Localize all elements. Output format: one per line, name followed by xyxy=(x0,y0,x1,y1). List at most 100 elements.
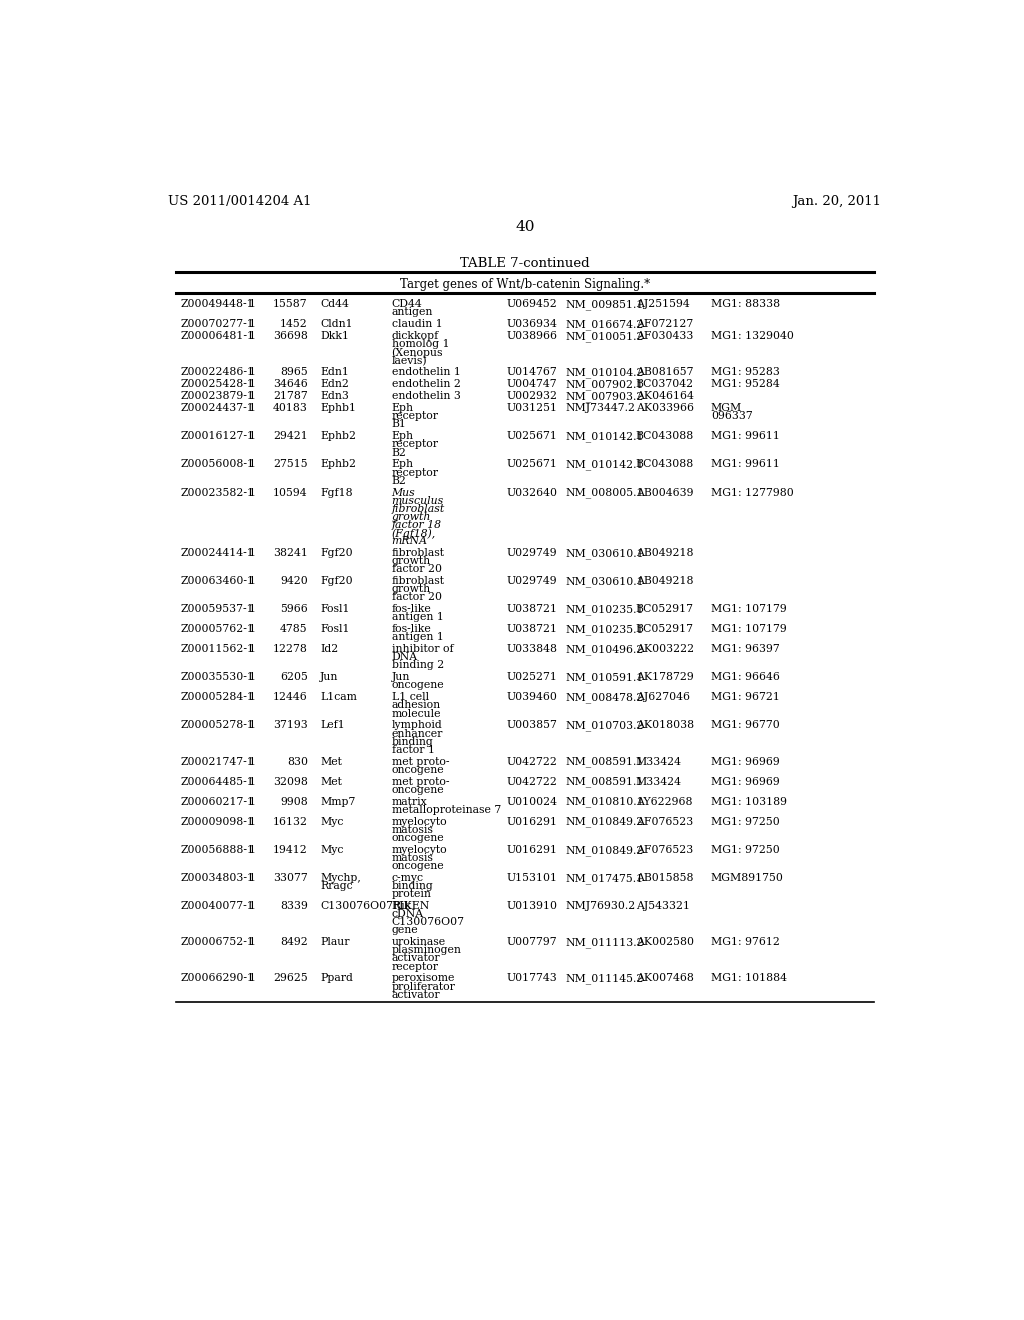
Text: NM_011145.2: NM_011145.2 xyxy=(566,973,644,985)
Text: 1: 1 xyxy=(249,331,256,342)
Text: 1: 1 xyxy=(249,379,256,389)
Text: 1: 1 xyxy=(249,487,256,498)
Text: MG1: 97612: MG1: 97612 xyxy=(711,937,779,948)
Text: MG1: 96770: MG1: 96770 xyxy=(711,721,779,730)
Text: Cd44: Cd44 xyxy=(321,300,349,309)
Text: U031251: U031251 xyxy=(506,404,557,413)
Text: NM_010496.2: NM_010496.2 xyxy=(566,644,644,655)
Text: 1452: 1452 xyxy=(280,319,308,329)
Text: 1: 1 xyxy=(249,693,256,702)
Text: growth: growth xyxy=(391,512,431,521)
Text: Z00056888-1: Z00056888-1 xyxy=(180,845,255,855)
Text: Z00022486-1: Z00022486-1 xyxy=(180,367,255,378)
Text: U153101: U153101 xyxy=(506,873,557,883)
Text: Edn3: Edn3 xyxy=(321,391,349,401)
Text: U002932: U002932 xyxy=(506,391,557,401)
Text: U003857: U003857 xyxy=(506,721,557,730)
Text: Plaur: Plaur xyxy=(321,937,350,948)
Text: laevis): laevis) xyxy=(391,355,427,366)
Text: homolog 1: homolog 1 xyxy=(391,339,450,350)
Text: Z00060217-1: Z00060217-1 xyxy=(180,797,255,807)
Text: binding: binding xyxy=(391,880,433,891)
Text: fos-like: fos-like xyxy=(391,605,431,614)
Text: Z00005762-1: Z00005762-1 xyxy=(180,624,255,634)
Text: MG1: 1277980: MG1: 1277980 xyxy=(711,487,794,498)
Text: myelocyto: myelocyto xyxy=(391,845,447,855)
Text: endothelin 3: endothelin 3 xyxy=(391,391,461,401)
Text: 1: 1 xyxy=(249,873,256,883)
Text: factor 20: factor 20 xyxy=(391,593,441,602)
Text: endothelin 2: endothelin 2 xyxy=(391,379,461,389)
Text: Edn2: Edn2 xyxy=(321,379,349,389)
Text: BC043088: BC043088 xyxy=(636,459,694,470)
Text: 21787: 21787 xyxy=(273,391,308,401)
Text: 096337: 096337 xyxy=(711,412,753,421)
Text: 1: 1 xyxy=(249,605,256,614)
Text: 1: 1 xyxy=(249,319,256,329)
Text: Met: Met xyxy=(321,776,342,787)
Text: U025671: U025671 xyxy=(506,432,557,441)
Text: AK007468: AK007468 xyxy=(636,973,693,983)
Text: Fosl1: Fosl1 xyxy=(321,605,350,614)
Text: U038721: U038721 xyxy=(506,624,557,634)
Text: claudin 1: claudin 1 xyxy=(391,319,442,329)
Text: 1: 1 xyxy=(249,576,256,586)
Text: factor 1: factor 1 xyxy=(391,744,434,755)
Text: Eph: Eph xyxy=(391,459,414,470)
Text: Mus: Mus xyxy=(391,487,416,498)
Text: growth: growth xyxy=(391,585,431,594)
Text: 1: 1 xyxy=(249,548,256,558)
Text: AF072127: AF072127 xyxy=(636,319,693,329)
Text: Z00066290-1: Z00066290-1 xyxy=(180,973,255,983)
Text: c-myc: c-myc xyxy=(391,873,424,883)
Text: AB049218: AB049218 xyxy=(636,576,693,586)
Text: plasminogen: plasminogen xyxy=(391,945,462,956)
Text: Jun: Jun xyxy=(391,672,410,682)
Text: Dkk1: Dkk1 xyxy=(321,331,349,342)
Text: receptor: receptor xyxy=(391,467,438,478)
Text: NM_010235.1: NM_010235.1 xyxy=(566,624,644,635)
Text: 8492: 8492 xyxy=(280,937,308,948)
Text: 4785: 4785 xyxy=(281,624,308,634)
Text: Mychp,: Mychp, xyxy=(321,873,361,883)
Text: NM_010810.1: NM_010810.1 xyxy=(566,797,644,808)
Text: BC043088: BC043088 xyxy=(636,432,694,441)
Text: AK018038: AK018038 xyxy=(636,721,693,730)
Text: activator: activator xyxy=(391,990,440,999)
Text: receptor: receptor xyxy=(391,412,438,421)
Text: Met: Met xyxy=(321,756,342,767)
Text: receptor: receptor xyxy=(391,961,438,972)
Text: Eph: Eph xyxy=(391,432,414,441)
Text: Z00016127-1: Z00016127-1 xyxy=(180,432,255,441)
Text: U033848: U033848 xyxy=(506,644,557,655)
Text: NM_010849.2: NM_010849.2 xyxy=(566,817,644,828)
Text: protein: protein xyxy=(391,890,431,899)
Text: enhancer: enhancer xyxy=(391,729,442,739)
Text: Z00005284-1: Z00005284-1 xyxy=(180,693,255,702)
Text: oncogene: oncogene xyxy=(391,861,444,871)
Text: MGM: MGM xyxy=(711,404,742,413)
Text: peroxisome: peroxisome xyxy=(391,973,455,983)
Text: 29625: 29625 xyxy=(273,973,308,983)
Text: 1: 1 xyxy=(249,300,256,309)
Text: 1: 1 xyxy=(249,432,256,441)
Text: 9908: 9908 xyxy=(280,797,308,807)
Text: met proto-: met proto- xyxy=(391,776,449,787)
Text: Ppard: Ppard xyxy=(321,973,353,983)
Text: M33424: M33424 xyxy=(636,776,682,787)
Text: 19412: 19412 xyxy=(273,845,308,855)
Text: U013910: U013910 xyxy=(506,902,557,911)
Text: Z00025428-1: Z00025428-1 xyxy=(180,379,255,389)
Text: mRNA: mRNA xyxy=(391,536,427,546)
Text: AK002580: AK002580 xyxy=(636,937,693,948)
Text: 12278: 12278 xyxy=(273,644,308,655)
Text: growth: growth xyxy=(391,556,431,566)
Text: NM_010235.1: NM_010235.1 xyxy=(566,605,644,615)
Text: receptor: receptor xyxy=(391,440,438,449)
Text: Z00040077-1: Z00040077-1 xyxy=(180,902,254,911)
Text: U007797: U007797 xyxy=(506,937,557,948)
Text: NM_010849.2: NM_010849.2 xyxy=(566,845,644,855)
Text: NM_008005.1: NM_008005.1 xyxy=(566,487,644,498)
Text: 1: 1 xyxy=(249,817,256,826)
Text: antigen: antigen xyxy=(391,308,433,317)
